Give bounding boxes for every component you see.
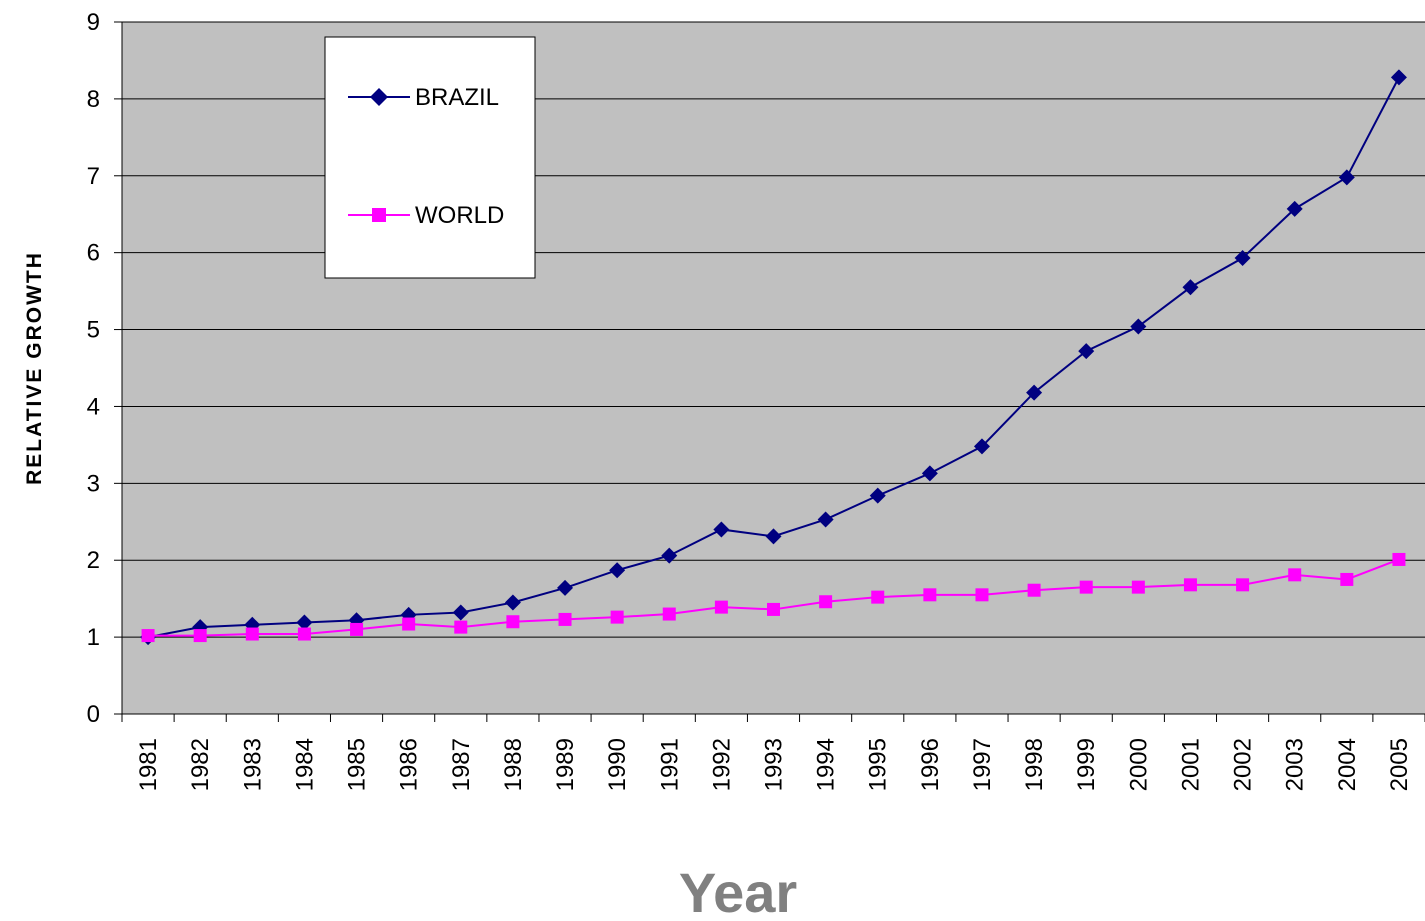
y-tick-label-9: 9 <box>87 9 100 36</box>
point-world-1992 <box>714 600 728 614</box>
axes <box>114 21 1425 722</box>
x-tick-label-1983: 1983 <box>239 738 266 791</box>
legend-brazil-marker <box>370 88 388 106</box>
point-brazil-1999 <box>1078 343 1095 360</box>
x-tick-label-1986: 1986 <box>396 738 423 791</box>
point-world-1994 <box>819 595 833 609</box>
point-brazil-1984 <box>296 614 313 631</box>
x-tick-label-1984: 1984 <box>291 738 318 791</box>
x-axis-label: Year <box>679 861 797 921</box>
x-tick-label-1994: 1994 <box>813 738 840 791</box>
point-brazil-2002 <box>1234 250 1251 267</box>
point-world-1984 <box>297 627 311 641</box>
x-tick-label-1990: 1990 <box>604 738 631 791</box>
legend-item-world: WORLD <box>348 202 504 229</box>
point-world-2004 <box>1340 572 1354 586</box>
y-tick-label-0: 0 <box>87 701 100 728</box>
legend-world-label: WORLD <box>415 202 504 229</box>
x-tick-label-1992: 1992 <box>708 738 735 791</box>
point-world-1991 <box>662 607 676 621</box>
y-axis-label: RELATIVE GROWTH <box>23 251 46 485</box>
point-world-1986 <box>402 617 416 631</box>
point-world-1988 <box>506 615 520 629</box>
point-brazil-1990 <box>609 562 626 579</box>
point-brazil-1996 <box>921 465 938 482</box>
x-tick-label-1985: 1985 <box>344 738 371 791</box>
point-brazil-2005 <box>1390 69 1407 86</box>
point-world-2000 <box>1131 580 1145 594</box>
y-tick-label-2: 2 <box>87 547 100 574</box>
point-world-1982 <box>193 629 207 643</box>
x-tick-label-2004: 2004 <box>1334 738 1361 791</box>
point-brazil-1993 <box>765 528 782 545</box>
y-tick-label-3: 3 <box>87 470 100 497</box>
point-world-1987 <box>454 620 468 634</box>
y-tick-label-6: 6 <box>87 240 100 267</box>
point-world-1999 <box>1079 580 1093 594</box>
x-tick-label-2002: 2002 <box>1230 738 1257 791</box>
x-tick-label-1996: 1996 <box>917 738 944 791</box>
legend-brazil-label: BRAZIL <box>415 84 499 111</box>
x-tick-label-1981: 1981 <box>135 738 162 791</box>
point-world-1990 <box>610 610 624 624</box>
point-world-1996 <box>923 588 937 602</box>
point-world-1993 <box>767 602 780 616</box>
x-tick-label-1998: 1998 <box>1021 738 1048 791</box>
y-tick-label-4: 4 <box>87 393 100 420</box>
legend-box <box>324 36 536 279</box>
point-brazil-1994 <box>817 511 834 528</box>
point-brazil-1991 <box>661 547 678 564</box>
legend: BRAZIL WORLD <box>324 36 536 279</box>
x-tick-label-1997: 1997 <box>969 738 996 791</box>
x-tick-label-2005: 2005 <box>1386 738 1413 791</box>
point-brazil-1992 <box>713 521 730 538</box>
point-world-2003 <box>1288 568 1302 582</box>
point-world-2005 <box>1392 552 1406 566</box>
point-world-1981 <box>141 629 155 643</box>
point-world-1997 <box>975 588 989 602</box>
point-brazil-2001 <box>1182 279 1199 296</box>
series-layer <box>140 69 1407 646</box>
y-tick-label-1: 1 <box>87 624 100 651</box>
x-tick-label-1988: 1988 <box>500 738 527 791</box>
point-world-1998 <box>1027 583 1041 597</box>
legend-world-marker <box>372 208 386 222</box>
y-tick-label-7: 7 <box>87 163 100 190</box>
series-world <box>141 552 1406 643</box>
point-brazil-1997 <box>973 438 990 455</box>
x-tick-labels: 1981 1982 1983 1984 1985 1986 1987 1988 1989 1990… <box>135 738 1413 791</box>
x-tick-label-1991: 1991 <box>656 738 683 791</box>
point-brazil-1989 <box>557 579 574 596</box>
point-brazil-1987 <box>452 604 469 621</box>
point-brazil-1998 <box>1026 384 1043 401</box>
point-brazil-1988 <box>504 594 521 611</box>
point-world-1983 <box>245 627 259 641</box>
point-world-1995 <box>871 590 885 604</box>
x-tick-label-1989: 1989 <box>552 738 579 791</box>
x-tick-label-2000: 2000 <box>1125 738 1152 791</box>
x-tick-label-1982: 1982 <box>187 738 214 791</box>
point-brazil-2004 <box>1338 169 1355 186</box>
point-brazil-2003 <box>1286 200 1303 217</box>
y-tick-labels: 0 1 2 3 4 5 6 7 8 9 <box>87 9 100 728</box>
x-tick-label-1987: 1987 <box>448 738 475 791</box>
legend-item-brazil: BRAZIL <box>348 84 499 111</box>
x-tick-label-2003: 2003 <box>1282 738 1309 791</box>
point-world-2001 <box>1183 578 1197 592</box>
point-brazil-2000 <box>1130 318 1147 335</box>
y-tick-label-5: 5 <box>87 317 100 344</box>
point-brazil-1995 <box>869 487 886 504</box>
point-world-1985 <box>350 622 364 636</box>
point-world-1989 <box>558 612 572 626</box>
x-tick-label-2001: 2001 <box>1177 738 1204 791</box>
x-tick-label-1999: 1999 <box>1073 738 1100 791</box>
x-tick-label-1995: 1995 <box>865 738 892 791</box>
point-world-2002 <box>1236 578 1250 592</box>
y-tick-label-8: 8 <box>87 86 100 113</box>
x-tick-label-1993: 1993 <box>761 738 788 791</box>
